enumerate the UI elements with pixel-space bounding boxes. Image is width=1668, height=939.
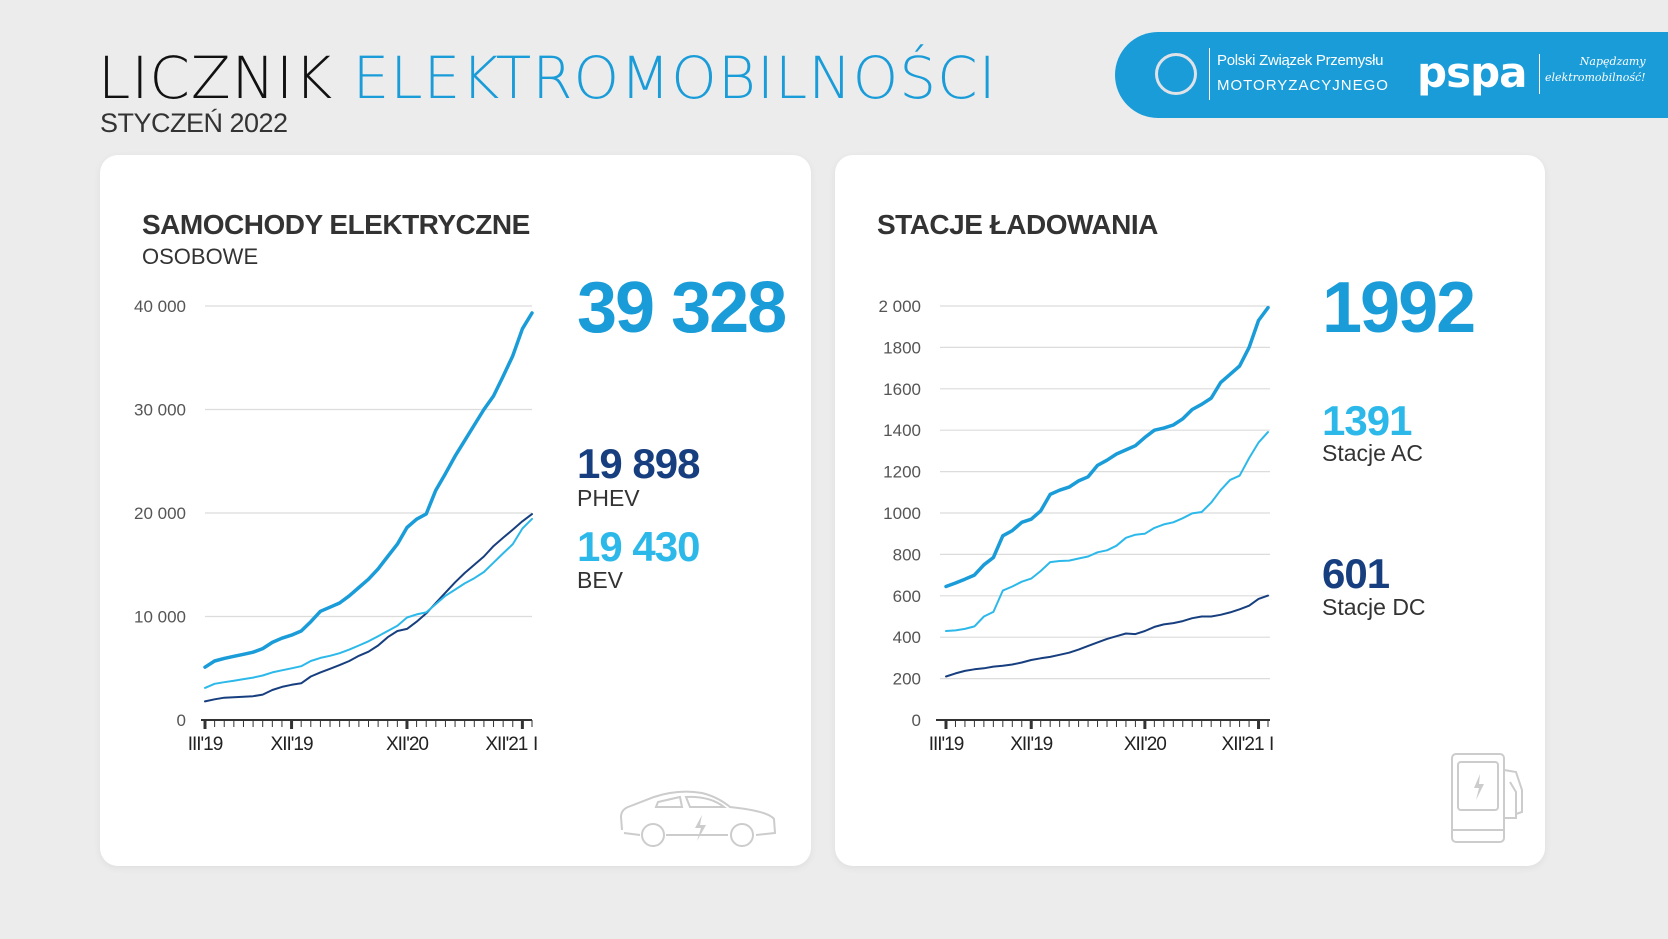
pspa-tagline: Napędzamy elektromobilność! xyxy=(1545,54,1646,86)
x-tick-label: III'19 xyxy=(188,734,223,755)
y-tick-label: 0 xyxy=(177,711,186,730)
divider xyxy=(1209,48,1210,100)
x-tick-label: I xyxy=(1269,734,1273,755)
series-line-total xyxy=(203,311,534,669)
x-tick-label: XII'20 xyxy=(386,734,428,755)
title-part-1: LICZNIK xyxy=(98,44,334,112)
x-tick-label: III'19 xyxy=(929,734,964,755)
stations-total: 1992 xyxy=(1322,268,1476,348)
series-line-phev xyxy=(204,513,533,703)
pzpm-name-line1: Polski Związek Przemysłu xyxy=(1217,52,1384,69)
y-tick-label: 400 xyxy=(893,628,921,647)
y-tick-label: 1200 xyxy=(883,463,921,482)
phev-value: 19 898 xyxy=(577,440,700,487)
series-line-ac xyxy=(945,431,1269,632)
x-tick-label: XII'19 xyxy=(1010,734,1052,755)
y-tick-label: 10 000 xyxy=(134,608,186,627)
page-subtitle: STYCZEŃ 2022 xyxy=(100,108,288,138)
y-tick-label: 600 xyxy=(893,587,921,606)
electric-car-icon xyxy=(619,790,777,847)
phev-label: PHEV xyxy=(577,485,640,511)
pzpm-name-line2: MOTORYZACYJNEGO xyxy=(1217,77,1389,94)
series-line-bev xyxy=(204,517,533,689)
cars-card: SAMOCHODY ELEKTRYCZNE OSOBOWE 0 10 000 20 … xyxy=(100,155,811,866)
dc-value: 601 xyxy=(1322,550,1390,597)
y-tick-label: 1600 xyxy=(883,380,921,399)
pzpm-logo-icon xyxy=(1155,53,1197,95)
y-tick-label: 1000 xyxy=(883,504,921,523)
x-tick-label: XII'21 xyxy=(1222,734,1264,755)
y-tick-label: 30 000 xyxy=(134,401,186,420)
y-tick-label: 20 000 xyxy=(134,504,186,523)
y-tick-label: 800 xyxy=(893,545,921,564)
tagline-line2: elektromobilność! xyxy=(1545,71,1646,84)
x-tick-label: I xyxy=(533,734,537,755)
y-tick-label: 0 xyxy=(912,711,921,730)
tagline-line1: Napędzamy xyxy=(1579,55,1646,68)
stations-title: STACJE ŁADOWANIA xyxy=(877,209,1158,240)
charging-station-icon xyxy=(1451,753,1523,843)
y-tick-label: 200 xyxy=(893,670,921,689)
series-line-dc xyxy=(945,594,1269,678)
bev-value: 19 430 xyxy=(577,523,700,570)
ac-value: 1391 xyxy=(1322,397,1412,444)
title-part-2: ELEKTROMOBILNOŚCI xyxy=(352,44,997,112)
cars-total: 39 328 xyxy=(577,268,787,348)
divider xyxy=(1539,54,1540,94)
cars-line-chart: 0 10 000 20 000 30 000 40 000 III'19 XII'19 XII… xyxy=(134,297,538,755)
ac-label: Stacje AC xyxy=(1322,440,1423,466)
dc-label: Stacje DC xyxy=(1322,594,1426,620)
y-tick-label: 2 000 xyxy=(878,297,921,316)
cars-title: SAMOCHODY ELEKTRYCZNE xyxy=(142,209,530,240)
y-tick-label: 40 000 xyxy=(134,297,186,316)
bev-label: BEV xyxy=(577,567,624,593)
series-line-total xyxy=(944,305,1270,589)
y-tick-label: 1400 xyxy=(883,421,921,440)
cars-subtitle: OSOBOWE xyxy=(142,244,259,269)
x-tick-label: XII'20 xyxy=(1124,734,1166,755)
pspa-logo: pspa xyxy=(1417,48,1527,97)
stations-card: STACJE ŁADOWANIA 0 200 400 600 800 1000 1200 14… xyxy=(835,155,1545,866)
y-tick-label: 1800 xyxy=(883,338,921,357)
x-tick-label: XII'21 xyxy=(485,734,527,755)
partner-banner: Polski Związek Przemysłu MOTORYZACYJNEGO… xyxy=(1115,32,1668,118)
x-tick-label: XII'19 xyxy=(271,734,313,755)
page-title: LICZNIK ELEKTROMOBILNOŚCI xyxy=(98,44,997,112)
